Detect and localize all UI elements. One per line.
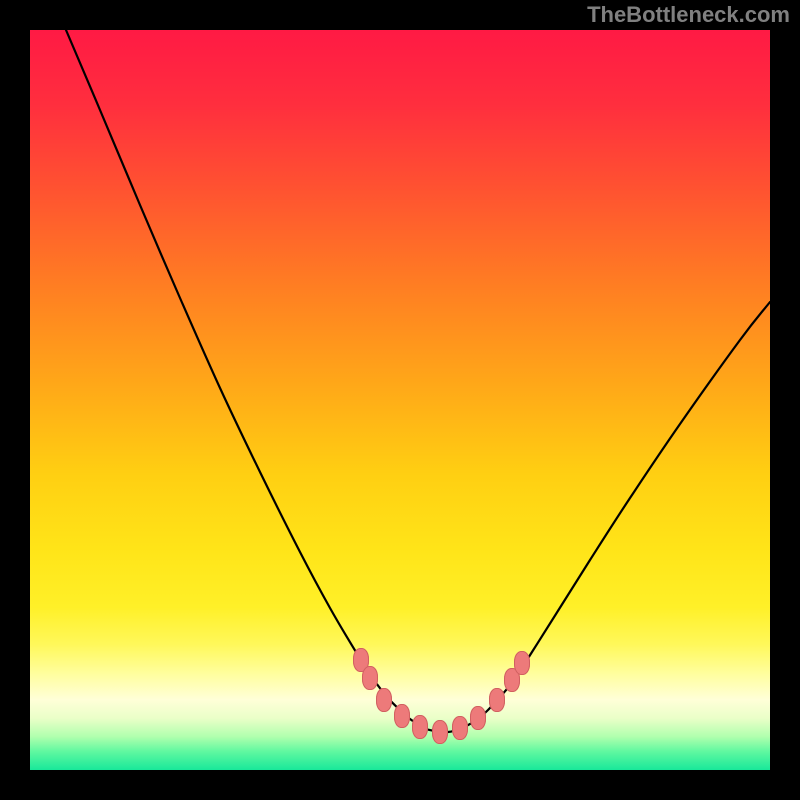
frame-border — [0, 0, 30, 800]
plot-area — [30, 30, 770, 770]
frame-border — [770, 0, 800, 800]
watermark-text: TheBottleneck.com — [587, 2, 790, 28]
frame-border — [0, 770, 800, 800]
